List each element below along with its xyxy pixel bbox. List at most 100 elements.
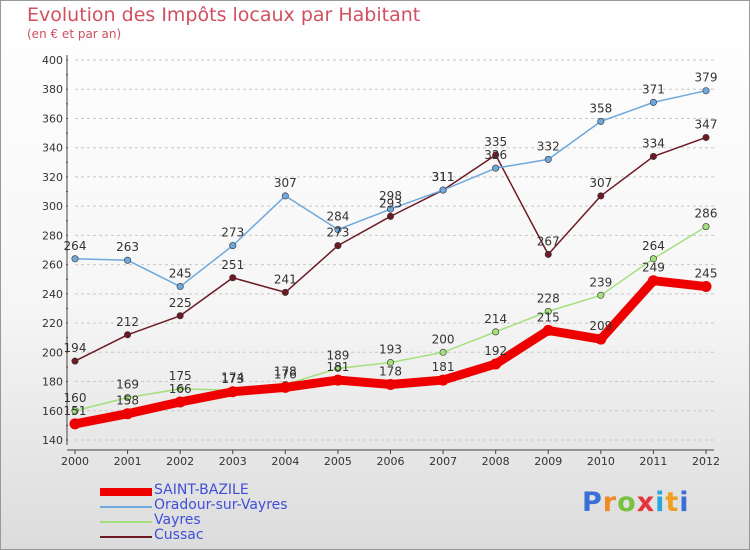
data-point <box>281 288 289 296</box>
y-tick-label: 360 <box>42 112 63 125</box>
data-label: 200 <box>432 332 455 346</box>
data-label: 264 <box>642 239 665 253</box>
y-tick-label: 140 <box>42 434 63 447</box>
legend-item-vayres: Vayres <box>100 512 360 529</box>
logo-letter: i <box>655 487 666 518</box>
data-point <box>334 242 342 250</box>
data-point <box>281 192 289 200</box>
data-point <box>544 307 552 315</box>
data-label: 173 <box>221 372 244 386</box>
y-tick-label: 160 <box>42 405 63 418</box>
data-point <box>647 275 659 287</box>
legend-swatch <box>100 488 152 496</box>
y-tick-label: 300 <box>42 200 63 213</box>
x-tick-label: 2009 <box>534 455 562 468</box>
series-lines <box>69 87 712 430</box>
data-label: 181 <box>326 360 349 374</box>
data-label: 335 <box>484 135 507 149</box>
data-label: 245 <box>695 267 718 281</box>
data-label: 158 <box>116 394 139 408</box>
data-point <box>439 348 447 356</box>
data-point <box>124 331 132 339</box>
x-tick-label: 2007 <box>429 455 457 468</box>
legend-label: Oradour-sur-Vayres <box>154 497 288 513</box>
x-tick-label: 2002 <box>166 455 194 468</box>
data-point <box>597 192 605 200</box>
legend-swatch <box>100 521 152 523</box>
data-point <box>649 98 657 106</box>
data-point <box>492 151 500 159</box>
data-point <box>597 117 605 125</box>
data-label: 264 <box>64 239 87 253</box>
data-point <box>544 250 552 258</box>
axes: 1401601802002202402602803003203403603804… <box>42 54 720 468</box>
data-label: 307 <box>274 176 297 190</box>
data-label: 298 <box>379 189 402 203</box>
data-label: 251 <box>221 258 244 272</box>
data-point <box>229 274 237 282</box>
x-tick-label: 2001 <box>114 455 142 468</box>
y-tick-label: 320 <box>42 171 63 184</box>
y-tick-label: 280 <box>42 229 63 242</box>
chart-subtitle: (en € et par an) <box>27 27 122 41</box>
data-point <box>439 186 447 194</box>
data-label: 174 <box>221 370 244 384</box>
legend-swatch <box>100 506 152 508</box>
data-label: 293 <box>379 196 402 210</box>
data-point <box>71 357 79 365</box>
data-label: 326 <box>484 148 507 162</box>
y-tick-label: 200 <box>42 346 63 359</box>
data-point <box>174 396 186 408</box>
data-label: 307 <box>589 176 612 190</box>
data-label: 273 <box>221 226 244 240</box>
data-point <box>227 386 239 398</box>
logo-letter: x <box>636 487 656 518</box>
data-label: 311 <box>432 170 455 184</box>
data-label: 347 <box>695 117 718 131</box>
data-point <box>69 418 81 430</box>
data-point <box>332 374 344 386</box>
data-label: 284 <box>326 210 349 224</box>
data-label: 178 <box>274 364 297 378</box>
data-labels: 194 212 225 251 241 273 293 311 335 267 307 334 347 1… <box>64 71 718 418</box>
legend-item-saint-bazile: SAINT-BAZILE <box>100 482 360 499</box>
data-label: 228 <box>537 291 560 305</box>
data-label: 267 <box>537 234 560 248</box>
data-point <box>437 374 449 386</box>
x-tick-label: 2008 <box>482 455 510 468</box>
x-tick-label: 2011 <box>639 455 667 468</box>
x-tick-label: 2000 <box>61 455 89 468</box>
data-label: 334 <box>642 136 665 150</box>
y-tick-label: 240 <box>42 288 63 301</box>
data-label: 151 <box>64 404 87 418</box>
x-tick-label: 2006 <box>377 455 405 468</box>
y-tick-label: 380 <box>42 83 63 96</box>
data-point <box>386 205 394 213</box>
data-label: 358 <box>589 101 612 115</box>
data-point <box>702 87 710 95</box>
data-label: 181 <box>432 360 455 374</box>
y-tick-label: 340 <box>42 142 63 155</box>
x-tick-label: 2005 <box>324 455 352 468</box>
data-point <box>385 378 396 390</box>
data-label: 212 <box>116 315 139 329</box>
data-point <box>71 255 79 263</box>
data-label: 189 <box>326 348 349 362</box>
y-tick-label: 220 <box>42 317 63 330</box>
data-point <box>176 312 184 320</box>
data-label: 225 <box>169 296 192 310</box>
data-label: 215 <box>537 310 560 324</box>
x-tick-label: 2004 <box>271 455 299 468</box>
data-label: 209 <box>589 319 612 333</box>
data-label: 239 <box>589 275 612 289</box>
data-point <box>492 164 500 172</box>
logo-letter: t <box>665 487 680 518</box>
data-label: 160 <box>64 391 87 405</box>
data-point <box>702 133 710 141</box>
data-label: 193 <box>379 343 402 357</box>
data-point <box>597 291 605 299</box>
legend-label: Vayres <box>154 512 201 528</box>
data-point <box>595 333 607 345</box>
data-point <box>700 281 712 293</box>
